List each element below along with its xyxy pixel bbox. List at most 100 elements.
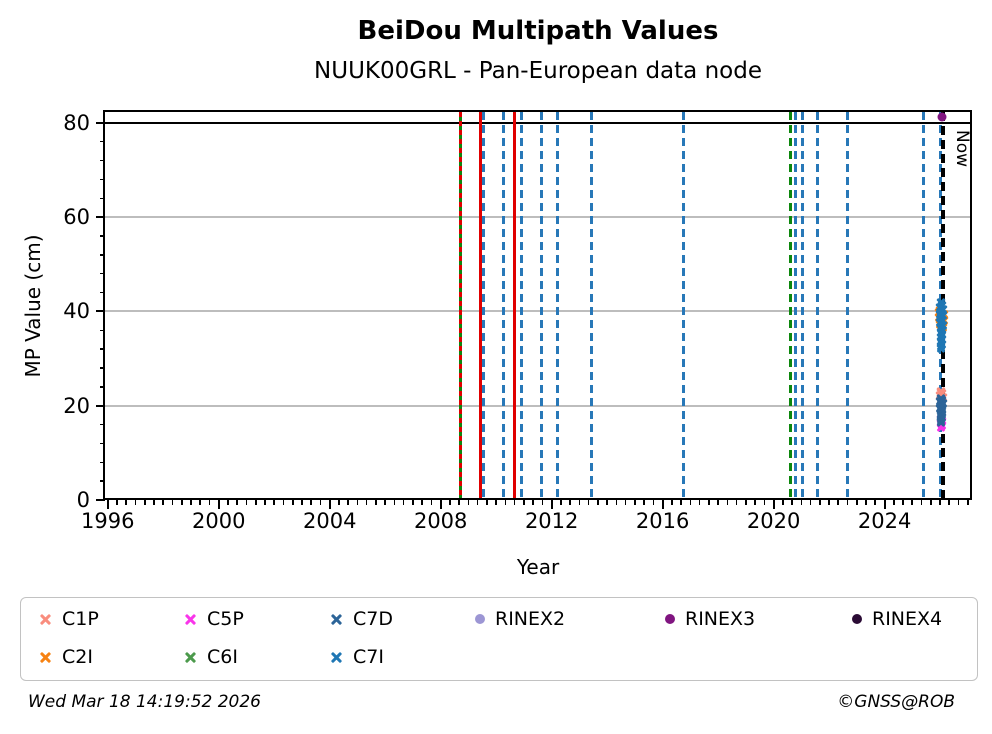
legend-item-c5p: C5P [184,605,244,633]
x-minor-tick [458,500,460,505]
x-minor-tick [338,500,340,505]
legend-label: C1P [62,608,99,630]
x-minor-tick [892,500,895,505]
event-line [478,112,482,500]
x-minor-tick [227,500,229,505]
legend-label: C5P [207,608,244,630]
x-minor-tick [615,500,618,505]
x-minor-tick [948,500,951,505]
x-minor-tick [291,500,294,505]
event-line [513,112,516,500]
y-minor-tick [100,461,105,463]
x-minor-tick [966,500,969,505]
legend-label: RINEX3 [685,608,756,630]
event-line [539,112,543,500]
x-minor-tick [809,500,812,505]
x-minor-tick [698,500,701,505]
x-minor-tick [217,500,220,505]
x-minor-tick [116,500,118,505]
y-minor-tick [100,291,105,294]
x-minor-tick [190,500,192,505]
scatter-point-rinex3 [937,112,947,122]
x-minor-tick [125,500,128,505]
x-minor-tick [929,500,932,505]
event-line [501,112,505,500]
y-tick-label: 20 [63,393,90,418]
x-minor-tick [735,500,738,505]
x-minor-tick [282,500,285,505]
y-minor-tick [100,423,105,426]
event-line [459,112,462,500]
x-minor-tick [569,500,571,505]
legend-box: C1P C5P C7D RINEX2 RINEX3 RINEX4 C2I C6I C7I [20,597,978,681]
plot-area [105,112,972,500]
x-minor-tick [486,500,488,505]
y-minor-tick [100,178,105,181]
x-minor-tick [310,500,312,505]
event-line [845,112,849,500]
x-minor-tick [421,500,423,505]
y-minor-tick [100,329,105,331]
rinex2-marker-icon [475,614,485,624]
x-minor-tick [837,500,840,505]
x-minor-tick [162,500,165,505]
x-minor-tick [680,500,682,505]
y-tick-label: 60 [63,205,90,230]
x-tick-label: 2016 [635,509,690,533]
x-minor-tick [671,500,673,505]
gridline [105,216,972,219]
x-minor-tick [199,500,202,505]
x-minor-tick [208,500,211,505]
y-minor-tick [100,499,105,501]
event-line [482,112,486,500]
x-minor-tick [606,500,608,505]
legend-label: C7I [353,646,384,668]
x-minor-tick [106,500,109,505]
legend-item-c6i: C6I [184,643,238,671]
x-minor-tick [532,500,534,505]
legend-item-rinex2: RINEX2 [475,605,565,633]
y-minor-tick [100,310,105,313]
x-minor-tick [180,500,183,505]
legend-label: C6I [207,646,238,668]
legend-item-c7i: C7I [330,643,384,671]
legend-label: C2I [62,646,93,668]
event-line [556,112,560,500]
threshold-line [105,121,972,125]
x-minor-tick [384,500,386,505]
y-minor-tick [100,235,105,237]
x-minor-tick [883,500,886,505]
x-tick-label: 2024 [857,509,912,533]
y-minor-tick [100,254,105,256]
legend-item-c1p: C1P [39,605,99,633]
c7i-marker-icon [330,651,343,664]
x-minor-tick [828,500,830,505]
y-minor-tick [100,122,105,124]
x-minor-tick [301,500,303,505]
x-minor-tick [412,500,414,505]
gridline [105,310,972,313]
x-minor-tick [957,500,960,505]
x-minor-tick [634,500,636,505]
x-minor-tick [328,500,331,505]
x-minor-tick [550,500,553,505]
x-minor-tick [597,500,599,505]
event-line [794,112,798,500]
y-minor-tick [100,367,105,369]
c2i-marker-icon [39,651,52,664]
event-line [682,112,686,500]
c7d-marker-icon [330,613,343,626]
x-minor-tick [717,500,719,505]
event-line [789,112,793,500]
event-line [815,112,819,500]
x-minor-tick [708,500,710,505]
x-minor-tick [745,500,747,505]
x-tick-label: 2012 [524,509,579,533]
x-minor-tick [495,500,497,505]
x-minor-tick [782,500,784,505]
c1p-marker-icon [39,613,52,626]
x-minor-tick [523,500,525,505]
event-line [589,112,593,500]
x-minor-tick [874,500,877,505]
x-minor-tick [911,500,914,505]
